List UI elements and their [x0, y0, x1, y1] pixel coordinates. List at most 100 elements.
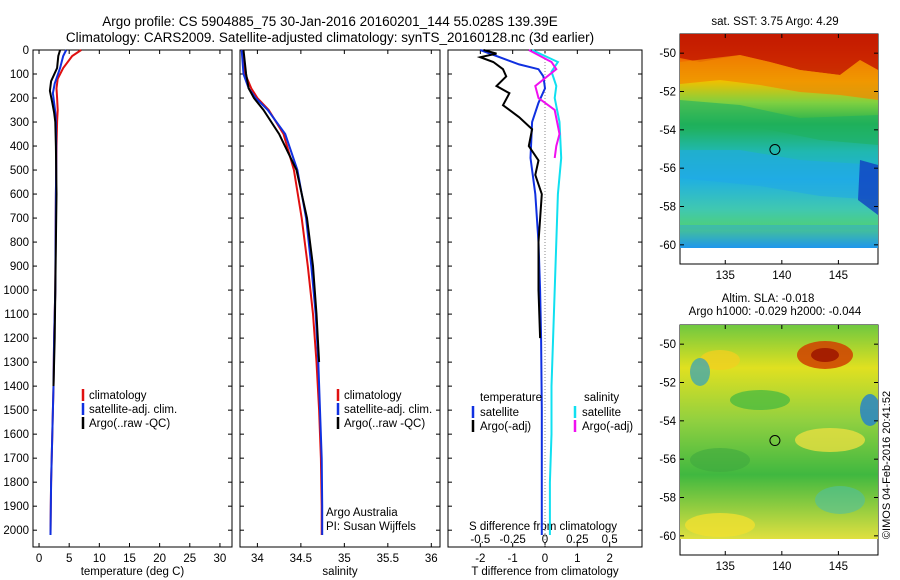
difference-frame: [447, 49, 643, 548]
difference-panel: -2 -1 0 1 2T difference from climatology -0.5…: [447, 49, 643, 578]
y-tick-label: 1200: [3, 333, 29, 345]
map-x-tick-label: 140: [772, 561, 791, 573]
sst-map-argo-marker: [769, 144, 781, 156]
x-tick-label: 0: [36, 553, 42, 565]
legend-label: Argo(-adj): [480, 421, 531, 433]
map-y-tick-label: -52: [659, 378, 676, 390]
legend-label: satellite-adj. clim.: [344, 404, 432, 416]
series-line-argo-raw-qc-: [242, 49, 321, 363]
y-tick-label: 400: [10, 141, 29, 153]
map-y-tick-label: -58: [659, 202, 676, 214]
x-tick-label: 5: [66, 553, 72, 565]
legend-title-temperature: temperature: [480, 392, 542, 404]
map-y-tick-label: -54: [659, 125, 676, 137]
x-tick-label: 15: [123, 553, 136, 565]
map-y-tick-label: -58: [659, 493, 676, 505]
legend-label: satellite-adj. clim.: [89, 404, 177, 416]
x-tick-label: 34: [251, 553, 264, 565]
y-tick-label: 1100: [4, 309, 29, 321]
legend-label: Argo(..raw -QC): [344, 418, 425, 430]
legend-title-salinity: salinity: [584, 392, 619, 404]
sla-map-subtitle: Argo h1000: -0.029 h2000: -0.044: [689, 306, 862, 318]
temperature-xlabel: temperature (deg C): [81, 566, 185, 578]
y-tick-label: 2000: [3, 525, 29, 537]
map-x-tick-label: 135: [716, 270, 735, 282]
series-line-s-argo: [528, 49, 561, 159]
top-axis-tick-label: 0.5: [602, 534, 618, 546]
annotation-argo-australia: Argo Australia: [326, 507, 398, 519]
annotation-pi: PI: Susan Wijffels: [326, 521, 416, 533]
y-tick-label: 0: [23, 45, 29, 57]
legend-label: climatology: [344, 390, 402, 402]
x-tick-label: 0: [542, 553, 548, 565]
sst-map-heatmap: [680, 34, 878, 248]
salinity-xlabel: salinity: [322, 566, 357, 578]
x-tick-label: 35: [338, 553, 351, 565]
map-y-tick-label: -54: [659, 416, 676, 428]
x-tick-label: 2: [606, 553, 612, 565]
title-line-2: Climatology: CARS2009. Satellite-adjuste…: [66, 30, 594, 45]
x-tick-label: 1: [574, 553, 580, 565]
y-tick-label: 1900: [3, 501, 29, 513]
y-tick-label: 1700: [3, 453, 29, 465]
y-tick-label: 1600: [3, 429, 29, 441]
y-tick-label: 600: [10, 189, 29, 201]
legend-label: climatology: [89, 390, 147, 402]
map-x-tick-label: 140: [772, 270, 791, 282]
top-axis-tick-label: 0: [542, 534, 548, 546]
salinity-frame: [239, 49, 441, 548]
series-line-argo-raw-qc-: [48, 49, 62, 387]
y-tick-label: 200: [10, 93, 29, 105]
y-tick-label: 100: [10, 69, 29, 81]
x-tick-label: -2: [475, 553, 485, 565]
difference-xlabel: T difference from climatology: [471, 566, 618, 578]
legend-label: Argo(-adj): [582, 421, 633, 433]
y-tick-label: 1400: [3, 381, 29, 393]
sla-map-axes: -50 -52 -54 -56 -58 -60 135 140 145: [659, 325, 878, 573]
sla-map-panel: Altim. SLA: -0.018 Argo h1000: -0.029 h2…: [659, 293, 879, 573]
temperature-panel: 0100200300400500600700800900100011001200…: [3, 45, 233, 578]
y-tick-label: 800: [10, 237, 29, 249]
series-line-s-satellite: [531, 49, 563, 535]
y-tick-label: 1800: [3, 477, 29, 489]
title-line-1: Argo profile: CS 5904885_75 30-Jan-2016 …: [102, 14, 558, 29]
temperature-frame: [32, 49, 233, 548]
y-tick-label: 1000: [3, 285, 29, 297]
sst-map-panel: sat. SST: 3.75 Argo: 4.29 -50-52-54-56-5…: [659, 16, 879, 282]
map-y-tick-label: -56: [659, 163, 676, 175]
sla-map-argo-marker: [769, 435, 781, 447]
top-axis-tick-label: -0.25: [500, 534, 526, 546]
sst-map-axes: -50 -52 -54 -56 -58 -60 135 140 145: [659, 34, 878, 282]
y-tick-label: 900: [10, 261, 29, 273]
difference-top-xlabel: S difference from climatology: [469, 521, 617, 533]
series-line-t-argo: [476, 49, 543, 339]
x-tick-label: 20: [153, 553, 166, 565]
y-tick-label: 1500: [3, 405, 29, 417]
top-axis-tick-label: -0.5: [470, 534, 490, 546]
map-x-tick-label: 135: [716, 561, 735, 573]
map-y-tick-label: -60: [659, 531, 676, 543]
map-y-tick-label: -60: [659, 240, 676, 252]
x-tick-label: 36: [425, 553, 438, 565]
map-y-tick-label: -50: [659, 48, 676, 60]
map-x-tick-label: 145: [829, 561, 848, 573]
x-tick-label: 25: [183, 553, 196, 565]
map-y-tick-label: -52: [659, 87, 676, 99]
legend-label: satellite: [582, 407, 621, 419]
map-y-tick-label: -50: [659, 339, 676, 351]
map-x-tick-label: 145: [829, 270, 848, 282]
x-tick-label: 34.5: [290, 553, 312, 565]
series-line-t-satellite: [479, 49, 547, 535]
y-tick-label: 500: [10, 165, 29, 177]
top-axis-tick-label: 0.25: [566, 534, 588, 546]
y-tick-label: 300: [10, 117, 29, 129]
salinity-panel: 34 34.5 35 35.5 36 salinity climatology satelli…: [239, 49, 441, 578]
legend-label: satellite: [480, 407, 519, 419]
x-tick-label: -1: [508, 553, 518, 565]
y-tick-label: 700: [10, 213, 29, 225]
x-tick-label: 10: [93, 553, 106, 565]
footer-stamp: ©IMOS 04-Feb-2016 20:41:52: [881, 391, 893, 539]
x-tick-label: 30: [214, 553, 227, 565]
sla-map-heatmap: [680, 325, 878, 539]
sst-map-title: sat. SST: 3.75 Argo: 4.29: [711, 16, 838, 28]
